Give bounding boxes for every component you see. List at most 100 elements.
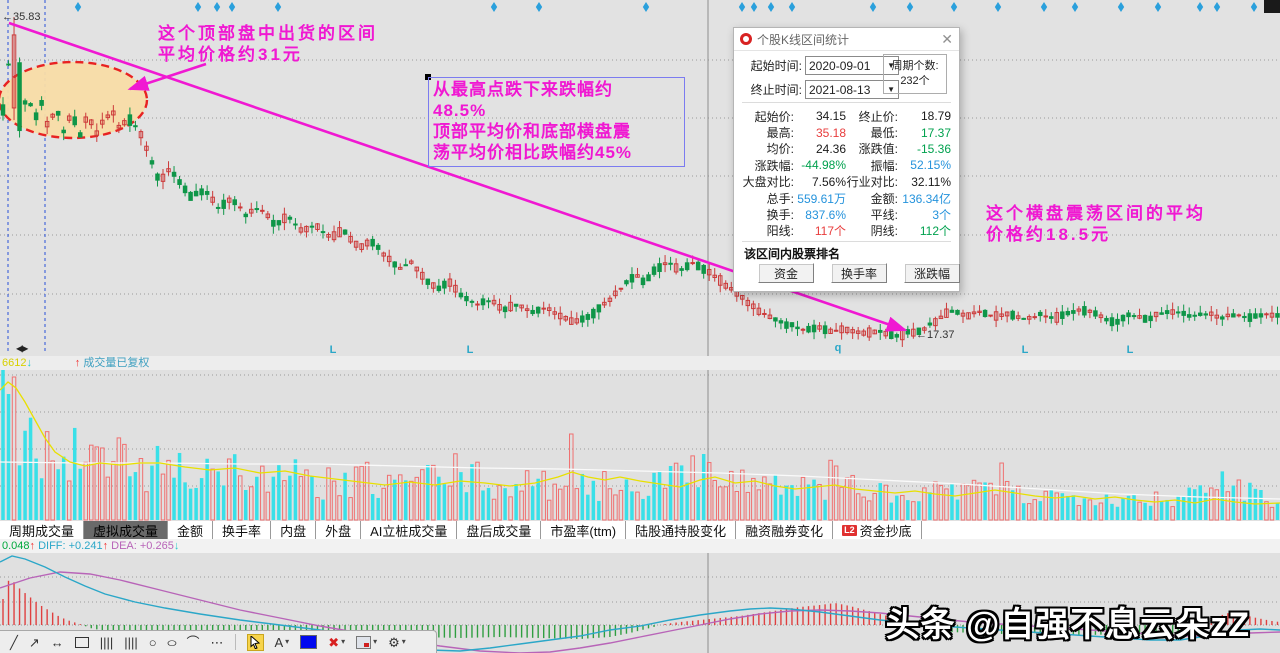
volume-header-text: ↑	[74, 357, 81, 369]
stat-label: 最低:	[870, 126, 898, 141]
cursor-tool-icon[interactable]	[246, 633, 264, 651]
drawdown-note-box[interactable]: 从最高点跌下来跌幅约 48.5% 顶部平均价和底部横盘震 荡平均价相比跌幅约45…	[428, 77, 685, 167]
stat-label: 平线:	[870, 208, 898, 223]
volume-pane[interactable]	[0, 370, 1280, 522]
macd-header-text: DIFF: +0.241	[35, 540, 103, 552]
tab-周期成交量[interactable]: 周期成交量	[0, 521, 85, 539]
fib-lines-tool-icon[interactable]: ||||	[124, 634, 138, 650]
tab-盘后成交量[interactable]: 盘后成交量	[457, 521, 542, 539]
divider	[742, 241, 951, 242]
rank-button-涨跌幅[interactable]: 涨跌幅	[904, 263, 960, 283]
end-date-label: 终止时间:	[750, 83, 802, 97]
chevron-down-icon: ▾	[341, 637, 346, 646]
chevron-down-icon: ▾	[285, 637, 290, 646]
app-logo-icon	[740, 33, 752, 45]
event-diamond-icon	[490, 2, 498, 12]
tab-金额[interactable]: 金额	[168, 521, 214, 539]
event-diamond-icon	[74, 2, 82, 12]
circle-tool-icon[interactable]: ○	[148, 634, 157, 650]
low-price-label: ←17.37	[916, 329, 955, 341]
segment-tool-icon[interactable]: ↔	[50, 634, 64, 650]
stat-label: 金额:	[870, 191, 898, 206]
toolbar-separator	[234, 634, 236, 650]
stat-value: 7.56%	[811, 174, 846, 189]
tab-市盈率(ttm)[interactable]: 市盈率(ttm)	[541, 521, 627, 539]
tab-内盘[interactable]: 内盘	[271, 521, 317, 539]
macd-header-text: 0.048	[2, 540, 30, 552]
event-diamond-icon	[1196, 2, 1204, 12]
top-distribution-note[interactable]: 这个顶部盘中出货的区间 平均价格约31元	[158, 24, 378, 64]
gann-lines-tool-icon[interactable]: ||||	[99, 634, 114, 650]
distribution-ellipse-annotation[interactable]	[0, 60, 149, 140]
macd-header-text: ↑	[102, 540, 109, 552]
event-diamond-icon	[906, 2, 914, 12]
stat-value: 837.6%	[805, 207, 846, 222]
stat-label: 涨跌值:	[858, 142, 898, 157]
event-diamond-icon	[767, 2, 775, 12]
event-diamond-icon	[1117, 2, 1125, 12]
close-icon[interactable]: ✕	[941, 31, 953, 47]
tab-外盘[interactable]: 外盘	[316, 521, 362, 539]
end-date-select[interactable]: 2021-08-13 ▼	[805, 80, 899, 99]
tab-资金抄底[interactable]: L2 资金抄底	[833, 521, 922, 539]
signal-letter-marker: L	[467, 344, 474, 356]
stat-label: 振幅:	[870, 158, 898, 173]
text-tool-icon[interactable]: A ▾	[274, 634, 290, 650]
stat-value: -44.98%	[801, 158, 846, 173]
dialog-titlebar[interactable]: 个股K线区间统计 ✕	[734, 28, 959, 51]
delete-drawing-icon[interactable]: ✖ ▾	[328, 634, 346, 650]
start-date-select[interactable]: 2020-09-01 ▼	[805, 56, 899, 75]
rank-button-资金[interactable]: 资金	[758, 263, 814, 283]
stat-value: 136.34亿	[902, 191, 951, 206]
color-swatch-icon[interactable]	[300, 635, 318, 649]
stat-value: 112个	[919, 224, 951, 239]
rectangle-tool-icon[interactable]	[74, 636, 89, 648]
event-diamond-icon	[788, 2, 796, 12]
screenshot-tool-icon[interactable]: ▾	[356, 635, 378, 649]
arc-tool-icon[interactable]: ⌒	[186, 634, 200, 650]
stat-value: 35.18	[815, 125, 846, 140]
arrow-tool-icon[interactable]: ↗	[28, 634, 40, 650]
tab-陆股通持股变化[interactable]: 陆股通持股变化	[626, 521, 737, 539]
volume-canvas[interactable]	[0, 370, 1280, 521]
volume-header-text: 成交量已复权	[80, 357, 150, 369]
trendline-tool-icon[interactable]: ╱	[10, 634, 18, 650]
ellipse-tool-icon[interactable]: ○	[165, 634, 178, 650]
stat-label: 大盘对比:	[742, 175, 794, 190]
dialog-title: 个股K线区间统计	[757, 32, 850, 47]
period-count-label: 周期个数:	[891, 60, 939, 72]
chevron-down-icon: ▾	[373, 637, 378, 646]
stat-value: 117个	[814, 224, 846, 239]
stat-value: 52.15%	[910, 158, 951, 173]
note-arrow-annotation[interactable]	[127, 62, 207, 91]
rank-button-换手率[interactable]: 换手率	[831, 263, 887, 283]
stat-value: -15.36	[916, 141, 951, 156]
stat-value: 559.61万	[797, 191, 846, 206]
event-diamond-icon	[1250, 2, 1258, 12]
range-statistics-grid: 起始价: 34.15 终止价: 18.79 最高: 35.18 最低: 17.37 均价: 24.…	[742, 108, 951, 239]
stat-value: 3个	[932, 208, 951, 223]
period-count-value: 232个	[900, 75, 930, 87]
stat-label: 阳线:	[766, 224, 794, 239]
macd-header-text: ↑	[29, 540, 36, 552]
stat-label: 最高:	[766, 126, 794, 141]
event-diamond-icon	[738, 2, 746, 12]
kline-range-stats-dialog: 个股K线区间统计 ✕ 起始时间: 2020-09-01 ▼ 终止时间: 2021-…	[733, 27, 960, 292]
chevron-down-icon: ▾	[401, 637, 406, 646]
event-diamond-icon	[994, 2, 1002, 12]
volume-header-text	[32, 357, 75, 369]
tab-换手率[interactable]: 换手率	[213, 521, 272, 539]
stat-value: 18.79	[920, 109, 951, 124]
settings-tool-icon[interactable]: ⚙ ▾	[388, 634, 406, 650]
tab-AI立桩成交量[interactable]: AI立桩成交量	[361, 521, 458, 539]
volume-header-text: 6612	[2, 357, 27, 369]
tab-虚拟成交量[interactable]: 虚拟成交量	[84, 521, 169, 539]
event-diamond-icon	[213, 2, 221, 12]
pan-handle-icon[interactable]: ◀|▶	[16, 344, 28, 353]
tab-融资融券变化[interactable]: 融资融券变化	[736, 521, 834, 539]
more-tools-icon[interactable]: ⋯	[210, 634, 224, 650]
sideways-range-note[interactable]: 这个横盘震荡区间的平均 价格约18.5元	[986, 204, 1206, 244]
